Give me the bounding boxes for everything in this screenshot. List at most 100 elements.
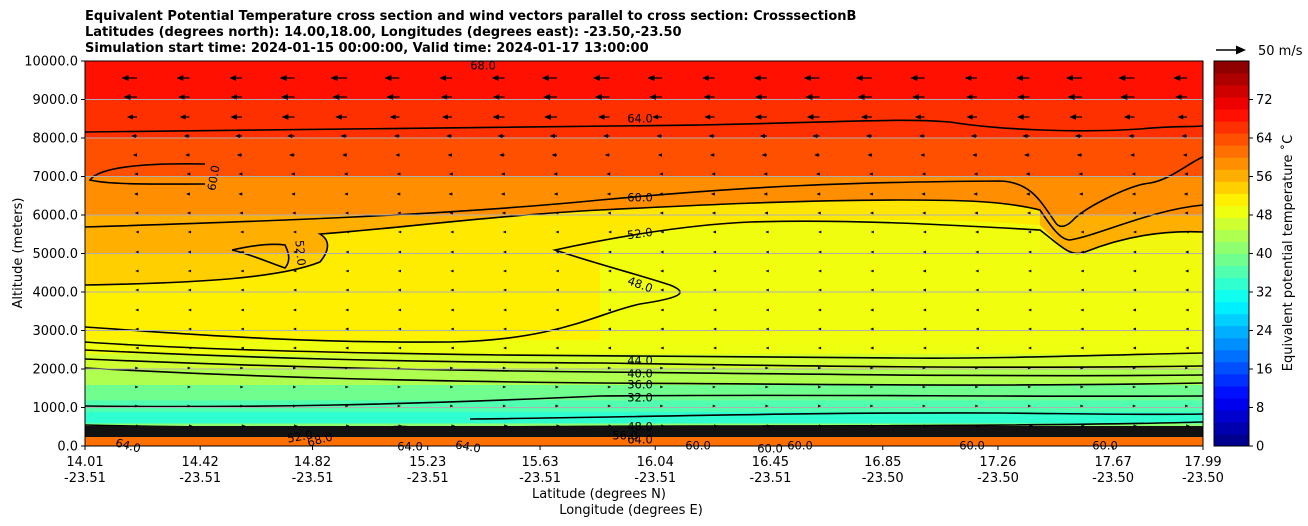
wind-vector bbox=[241, 424, 246, 428]
colorbar-segment bbox=[1214, 373, 1249, 387]
wind-vector bbox=[922, 269, 927, 273]
wind-vector bbox=[187, 250, 192, 254]
wind-vector bbox=[657, 153, 662, 157]
wind-vector bbox=[817, 346, 822, 350]
wind-vector bbox=[187, 404, 191, 408]
wind-vector bbox=[397, 366, 401, 370]
wind-vector bbox=[922, 250, 927, 254]
field-layer bbox=[85, 399, 1203, 412]
colorbar-segment bbox=[1214, 133, 1249, 146]
wind-vector bbox=[345, 269, 349, 273]
wind-vector bbox=[135, 327, 139, 331]
wind-vector bbox=[450, 288, 454, 292]
wind-vector bbox=[765, 366, 769, 370]
contour-52 bbox=[85, 220, 1203, 343]
wind-vector bbox=[1185, 230, 1189, 234]
wind-vector bbox=[817, 404, 822, 408]
wind-vector bbox=[659, 211, 664, 215]
wind-vector bbox=[132, 153, 137, 157]
y-tick-label: 8000.0 bbox=[33, 132, 79, 147]
colorbar-segment bbox=[1214, 157, 1249, 170]
wind-vector bbox=[345, 346, 349, 350]
wind-vector bbox=[345, 250, 349, 254]
wind-vector bbox=[598, 114, 610, 120]
colorbar-segment bbox=[1214, 289, 1249, 303]
wind-vector bbox=[135, 366, 139, 370]
colorbar-segment bbox=[1214, 85, 1249, 98]
y-tick-label: 2000.0 bbox=[33, 363, 79, 378]
field-layer bbox=[85, 411, 1203, 424]
colorbar-segment bbox=[1214, 397, 1249, 411]
wind-vector bbox=[187, 385, 191, 389]
wind-vector bbox=[1177, 114, 1187, 120]
wind-vector bbox=[818, 269, 822, 273]
wind-vector bbox=[553, 172, 558, 176]
wind-vector bbox=[500, 172, 505, 176]
wind-vector bbox=[183, 134, 190, 138]
wind-vector bbox=[135, 385, 139, 389]
y-tick-label: 5000.0 bbox=[33, 247, 79, 262]
colorbar-segment bbox=[1214, 217, 1249, 230]
wind-vector bbox=[240, 404, 244, 408]
field-layer bbox=[85, 99, 1203, 139]
y-axis: 0.0 1000.0 2000.0 3000.0 4000.0 5000.0 6000.0 7… bbox=[24, 55, 85, 455]
contour-label: 56.0 bbox=[612, 429, 638, 443]
wind-vector bbox=[660, 308, 664, 312]
wind-vector bbox=[660, 385, 664, 389]
wind-vector bbox=[1185, 404, 1189, 408]
contour-label: 40.0 bbox=[627, 367, 653, 381]
wind-vector bbox=[922, 346, 927, 350]
wind-vector bbox=[345, 404, 349, 408]
wind-vector bbox=[870, 269, 874, 273]
wind-vector bbox=[135, 346, 139, 350]
wind-vector bbox=[766, 424, 771, 428]
wind-vector bbox=[240, 385, 244, 389]
wind-vector bbox=[240, 308, 244, 312]
wind-vector bbox=[1185, 250, 1189, 254]
wind-vector bbox=[1080, 308, 1084, 312]
wind-vector bbox=[450, 269, 454, 273]
wind-vector bbox=[1080, 327, 1084, 331]
wind-vector bbox=[450, 366, 454, 370]
wind-vector bbox=[922, 288, 927, 292]
contour-64 bbox=[85, 119, 1203, 133]
wind-vector bbox=[501, 211, 506, 215]
wind-vector bbox=[1079, 211, 1084, 215]
wind-vector bbox=[502, 250, 507, 254]
wind-vector bbox=[555, 366, 559, 370]
wind-vector bbox=[816, 192, 821, 196]
contour-56-inner bbox=[231, 243, 290, 269]
contour-label: 52.0 bbox=[286, 427, 314, 445]
wind-vector bbox=[502, 404, 507, 408]
wind-vector bbox=[1028, 288, 1032, 292]
wind-vector bbox=[973, 172, 978, 176]
wind-vector bbox=[134, 192, 138, 196]
wind-vector bbox=[1184, 211, 1189, 215]
wind-vector bbox=[230, 114, 242, 120]
wind-vector bbox=[660, 230, 664, 234]
wind-vector bbox=[711, 211, 716, 215]
wind-vector bbox=[660, 366, 664, 370]
wind-vector bbox=[450, 308, 454, 312]
colorbar: 0 8 16 24 32 40 48 56 64 72 bbox=[1213, 60, 1273, 455]
wind-vector bbox=[920, 153, 925, 157]
wind-vector bbox=[126, 114, 137, 120]
wind-vector bbox=[764, 211, 768, 215]
wind-vector bbox=[340, 133, 347, 139]
wind-vector bbox=[606, 172, 611, 176]
wind-vector bbox=[497, 133, 505, 139]
colorbar-segment bbox=[1214, 229, 1249, 242]
wind-vector bbox=[450, 230, 454, 234]
wind-vector bbox=[240, 327, 244, 331]
y-tick-label: 1000.0 bbox=[33, 401, 79, 416]
wind-vector bbox=[970, 133, 977, 139]
y-tick-label: 7000.0 bbox=[33, 170, 79, 185]
wind-vector bbox=[446, 134, 452, 138]
colorbar-segment bbox=[1214, 265, 1249, 279]
colorbar-tick-label: 40 bbox=[1256, 247, 1273, 262]
wind-vector bbox=[1076, 153, 1082, 157]
wind-vector bbox=[1185, 288, 1189, 292]
contour-label: 68.0 bbox=[470, 59, 496, 73]
wind-vector bbox=[235, 133, 242, 139]
title-line-2: Latitudes (degrees north): 14.00,18.00, … bbox=[85, 25, 682, 40]
